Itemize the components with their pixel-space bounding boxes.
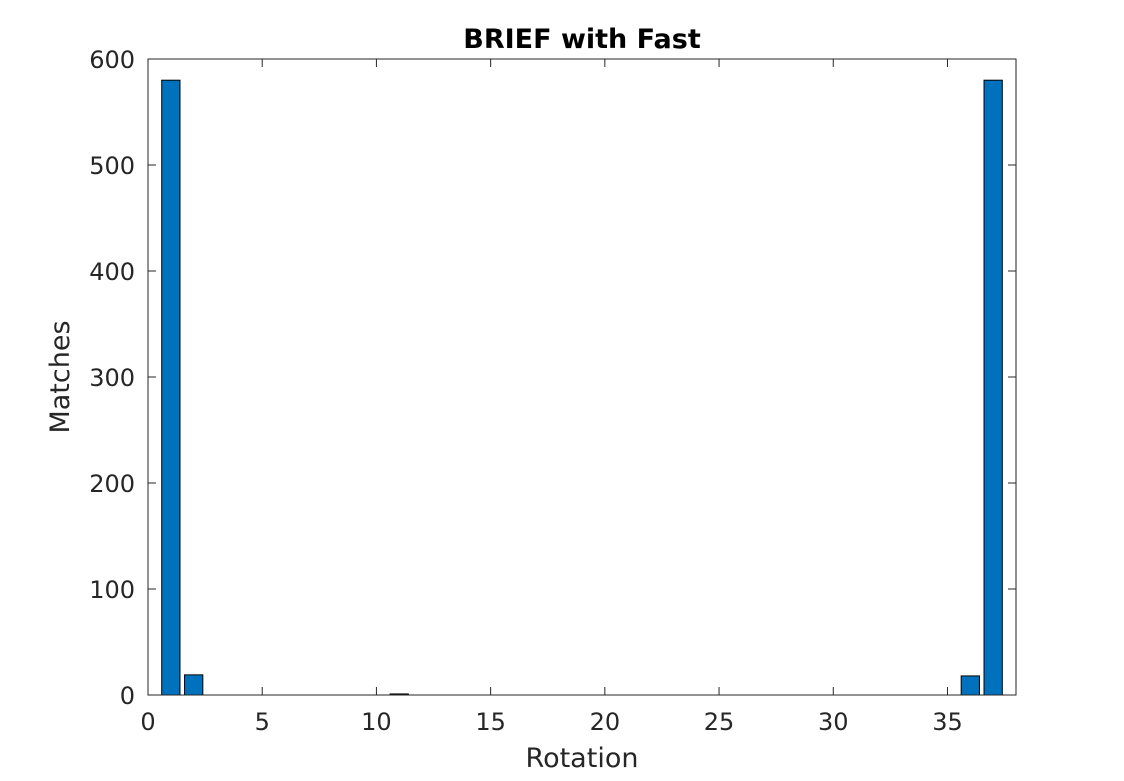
x-axis-ticks: 0 5 10 15 20 25 30 35 xyxy=(140,59,963,736)
plot-frame xyxy=(147,58,1017,696)
x-tick-label-20: 20 xyxy=(590,708,621,736)
x-tick-label-25: 25 xyxy=(704,708,735,736)
x-tick-label-15: 15 xyxy=(475,708,506,736)
bar-rotation-1 xyxy=(161,79,181,696)
y-tick-label-0: 0 xyxy=(120,682,135,710)
x-axis-label: Rotation xyxy=(526,743,639,774)
bars-group xyxy=(161,79,1003,696)
bar-rotation-2 xyxy=(184,674,204,696)
x-tick-label-10: 10 xyxy=(361,708,392,736)
bar-rotation-37 xyxy=(983,79,1003,696)
y-axis-label: Matches xyxy=(45,320,76,433)
x-tick-label-30: 30 xyxy=(818,708,849,736)
y-tick-label-100: 100 xyxy=(89,576,135,604)
x-tick-label-5: 5 xyxy=(255,708,270,736)
y-tick-label-500: 500 xyxy=(89,152,135,180)
x-tick-label-0: 0 xyxy=(140,708,155,736)
y-tick-label-200: 200 xyxy=(89,470,135,498)
y-axis-ticks: 0 100 200 300 400 500 600 xyxy=(89,46,1016,710)
y-tick-label-400: 400 xyxy=(89,258,135,286)
x-tick-label-35: 35 xyxy=(932,708,963,736)
y-tick-label-300: 300 xyxy=(89,364,135,392)
chart-title: BRIEF with Fast xyxy=(463,24,701,55)
bar-rotation-36 xyxy=(960,675,980,696)
y-tick-label-600: 600 xyxy=(89,46,135,74)
